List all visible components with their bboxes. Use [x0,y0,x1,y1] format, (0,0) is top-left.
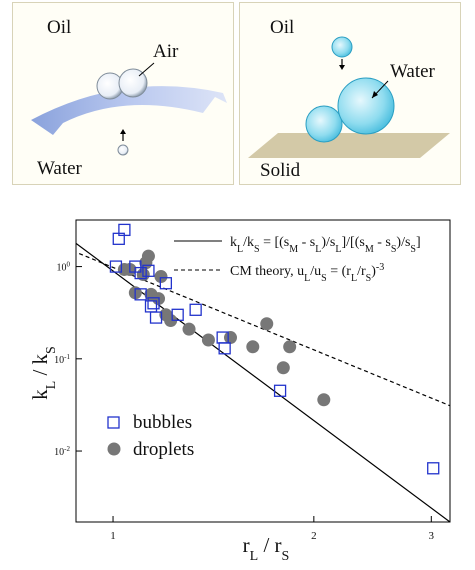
droplet-point [141,249,155,263]
oil-label: Oil [270,17,295,38]
droplet-point [154,270,168,284]
falling-water-drop [331,36,353,58]
bubble-point [118,223,131,237]
droplet-point [223,331,237,345]
axis-ticks: 1 2 3 100 10-1 10-2 [54,261,434,542]
solid-label: Solid [260,160,301,181]
cm-theory-line [76,251,450,407]
legend-solid-fit-label: kL/kS = [(sM - sL)/sL]/[(sM - sS)/sS] [230,235,421,255]
rate-ratio-chart: 1 2 3 100 10-1 10-2 kL/kS = [(sM - sL)/sL]/[(… [28,219,451,564]
droplet-point [317,393,331,407]
bubble-point [218,342,231,355]
droplet-point [283,340,297,354]
droplet-point [201,333,215,347]
air-label: Air [153,41,179,62]
legend-droplets-marker [107,442,121,456]
top-legend: kL/kS = [(sM - sL)/sL]/[(sM - sS)/sS] CM… [174,235,421,284]
legend-bubbles-label: bubbles [133,412,192,433]
bubble-point [147,297,160,310]
air-pointer-line [138,62,155,77]
bubble-point [189,303,202,316]
x-tick-label: 1 [110,530,116,542]
legend-cm-theory-label: CM theory, uL/uS = (rL/rS)-3 [230,262,384,284]
arrow-head-icon [372,91,378,98]
water-drop [305,105,343,143]
bubble-point [134,266,147,280]
water-label: Water [37,158,82,179]
air-bubble-illustration: Oil Air Water [12,2,234,185]
solid-fit-line [76,242,450,522]
solid-surface [248,133,450,158]
droplet-point [164,314,178,328]
water-label: Water [390,61,435,82]
water-drop [337,77,395,135]
bubble-point [134,288,147,301]
droplet-point [182,322,196,336]
bubble-point [273,384,287,397]
x-tick-label: 2 [311,530,317,542]
small-rising-bubble [117,144,129,156]
oil-water-interface [31,86,227,135]
bottom-legend: bubbles droplets [107,412,194,460]
water-drop-illustration: Oil Water Solid [239,2,461,185]
y-tick-label: 10-1 [54,353,70,366]
y-tick-label: 100 [57,261,71,274]
y-tick-label: 10-2 [54,445,70,458]
data-points [109,223,440,475]
bubble-point [109,260,123,273]
oil-solid-interface-drawing [248,36,450,158]
arrow-up-icon [120,129,126,134]
bubble-point [159,277,173,290]
arrow-down-icon [339,65,345,70]
oil-label: Oil [47,17,72,38]
bubble-point [171,308,184,321]
droplet-point [246,340,260,354]
bubble-point [427,462,440,475]
plot-frame [75,219,451,523]
x-axis-label: rL / rS [243,533,290,564]
x-tick-label: 3 [429,530,435,542]
droplet-point [260,317,274,331]
bubble-point [142,264,155,277]
fit-lines [76,242,450,522]
droplet-point [276,361,290,375]
air-bubble [118,68,148,98]
legend-droplets-label: droplets [133,439,194,460]
legend-bubbles-marker [107,416,120,429]
oil-water-interface-drawing [31,62,227,156]
y-axis-label: kL / kS [28,346,59,400]
bubble-point [149,311,163,324]
